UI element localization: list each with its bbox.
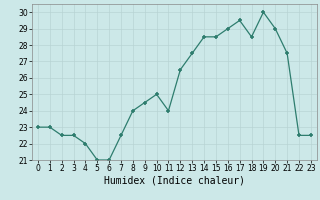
- X-axis label: Humidex (Indice chaleur): Humidex (Indice chaleur): [104, 176, 245, 186]
